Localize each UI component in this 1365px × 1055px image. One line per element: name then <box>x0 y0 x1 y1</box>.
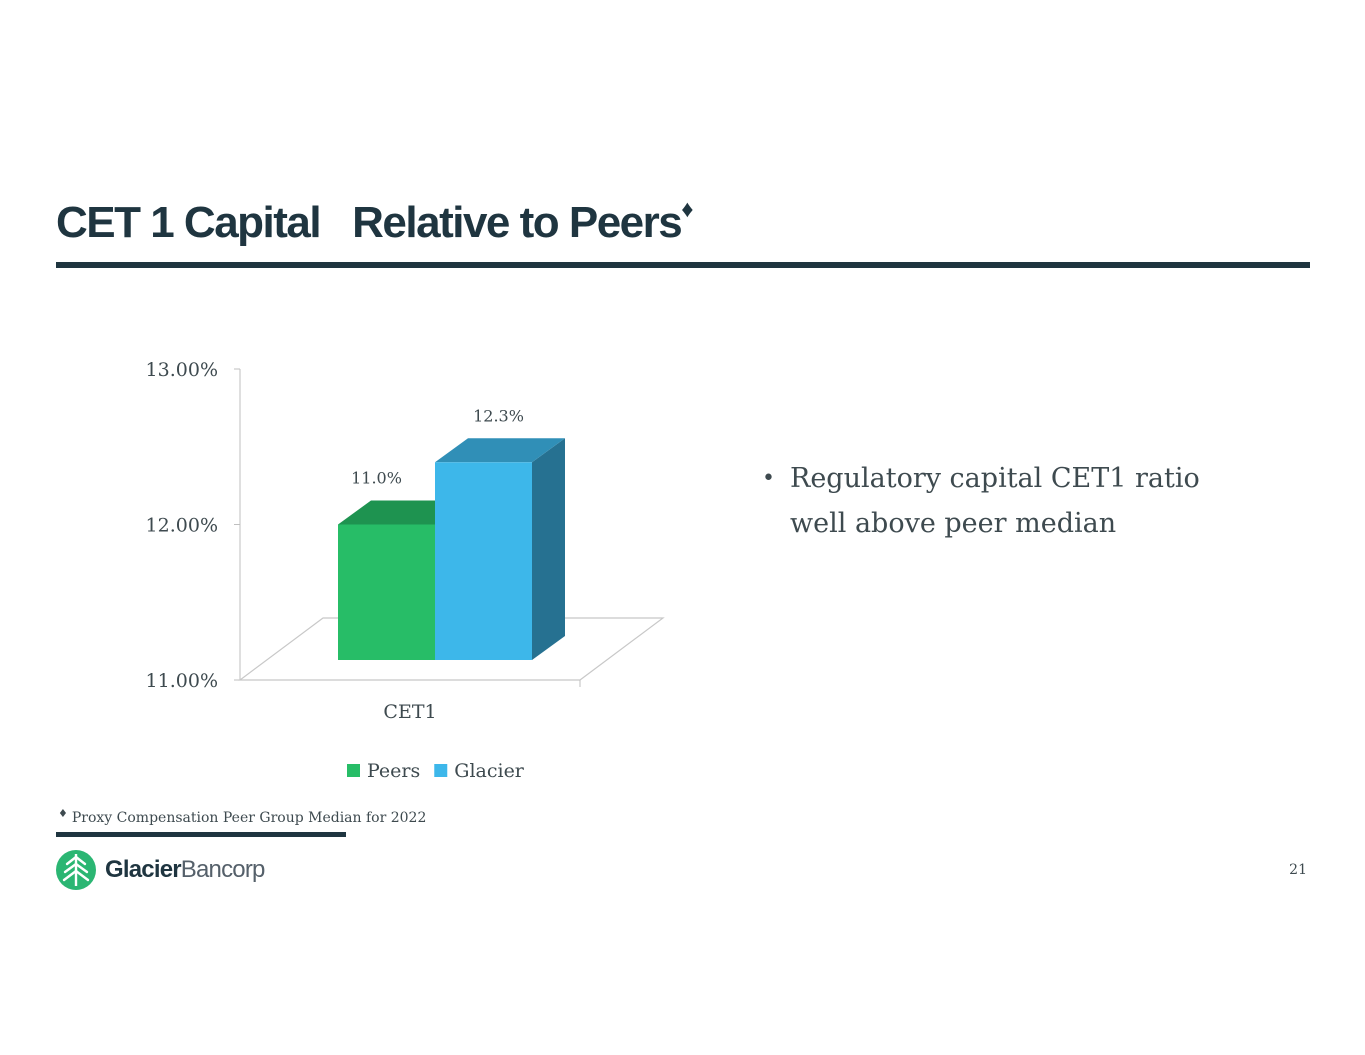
bar-side-glacier <box>532 438 565 660</box>
title-part-1: CET 1 Capital <box>56 198 322 247</box>
diamond-icon: ♦ <box>58 807 68 820</box>
legend-swatch-peers <box>347 764 360 777</box>
data-label-peers: 11.0% <box>351 469 402 488</box>
page-title: CET 1 Capital Relative to Peers♦ <box>56 196 694 248</box>
bar-glacier <box>435 462 532 660</box>
y-tick-label: 11.00% <box>146 670 218 692</box>
legend-label-peers: Peers <box>367 760 420 782</box>
legend-swatch-glacier <box>434 764 448 777</box>
bullet-text: Regulatory capital CET1 ratio well above… <box>790 463 1200 539</box>
title-part-2: Relative to Peers <box>352 198 683 247</box>
legend-label-glacier: Glacier <box>454 760 525 782</box>
logo-word-light: Bancorp <box>180 856 266 883</box>
logo-text: GlacierBancorp <box>105 856 265 884</box>
footnote-divider <box>56 832 346 837</box>
data-label-glacier: 12.3% <box>473 406 524 425</box>
bar-top-glacier <box>435 438 565 463</box>
chart-floor <box>238 617 665 681</box>
company-logo: GlacierBancorp <box>55 849 265 891</box>
bar-peers <box>338 524 435 660</box>
footnote: ♦ Proxy Compensation Peer Group Median fo… <box>58 807 426 826</box>
y-tick-label: 13.00% <box>146 359 218 381</box>
x-category-label: CET1 <box>383 701 436 723</box>
y-tick-label: 12.00% <box>146 515 218 537</box>
logo-word-bold: Glacier <box>105 856 182 883</box>
bullet-icon: • <box>762 466 775 491</box>
bullet-item: • Regulatory capital CET1 ratio well abo… <box>762 456 1202 546</box>
footnote-text: Proxy Compensation Peer Group Median for… <box>71 810 427 826</box>
page-number: 21 <box>1289 862 1307 878</box>
title-divider <box>56 262 1310 268</box>
tree-leaf-icon <box>56 850 96 890</box>
diamond-icon: ♦ <box>681 196 694 223</box>
